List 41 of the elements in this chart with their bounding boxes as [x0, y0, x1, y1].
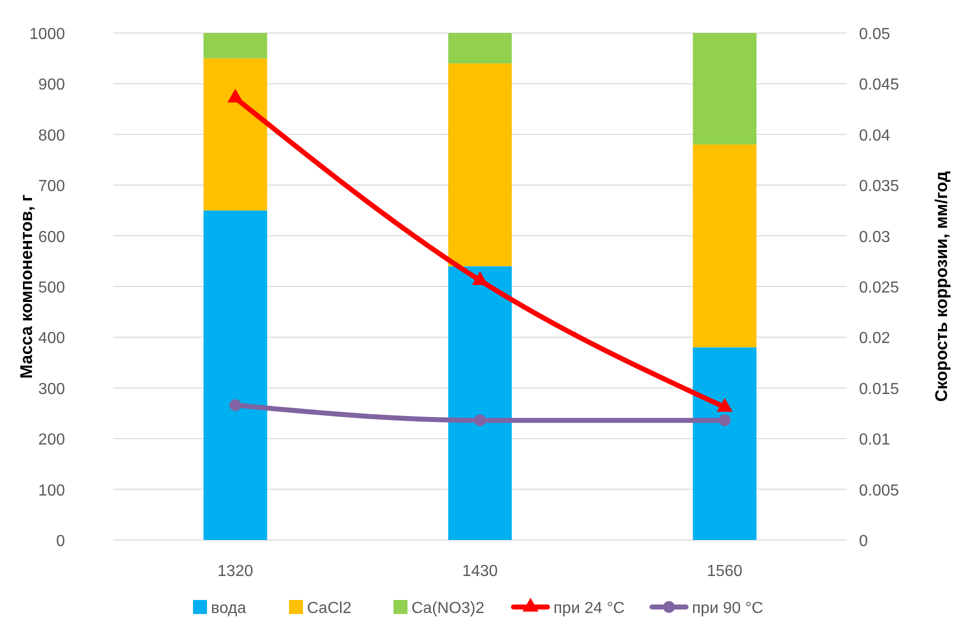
- bar: [448, 63, 512, 266]
- y2-tick-label: 0.025: [859, 280, 900, 296]
- y2-axis-title: Скорость коррозии, мм/год: [932, 171, 951, 402]
- y2-tick-label: 0.035: [859, 178, 900, 196]
- bar: [692, 347, 756, 540]
- y2-tick-label: 0.02: [859, 330, 890, 348]
- y2-tick-label: 0.03: [859, 228, 890, 246]
- legend-label: Ca(NO3)2: [412, 600, 485, 617]
- y2-tick-label: 0: [859, 533, 868, 550]
- y-tick-label: 700: [38, 178, 66, 196]
- bar: [204, 58, 268, 210]
- bar: [448, 33, 512, 64]
- y2-tick-label: 0.045: [859, 76, 900, 94]
- y2-tick-label: 0.04: [859, 127, 890, 144]
- y2-tick-label: 0.05: [859, 26, 890, 43]
- y-tick-label: 400: [38, 330, 66, 348]
- y-tick-label: 900: [38, 76, 66, 94]
- bar: [204, 210, 268, 540]
- y-tick-label: 1000: [29, 26, 66, 43]
- y2-tick-label: 0.005: [859, 482, 900, 500]
- y-tick-label: 100: [38, 482, 66, 500]
- y-tick-label: 600: [38, 228, 66, 246]
- y2-tick-label: 0.01: [859, 432, 890, 449]
- bar: [692, 144, 756, 348]
- x-tick-label: 1560: [706, 563, 743, 580]
- y2-tick-label: 0.015: [859, 380, 900, 398]
- bar: [692, 33, 756, 145]
- x-tick-label: 1320: [218, 563, 254, 580]
- y-tick-label: 500: [38, 280, 66, 296]
- x-tick-label: 1430: [462, 563, 498, 580]
- legend-label: вода: [211, 600, 246, 617]
- legend-label: при 24 °С: [554, 600, 625, 617]
- y-tick-label: 800: [38, 127, 66, 144]
- y-tick-label: 300: [38, 380, 66, 398]
- bar: [204, 33, 268, 58]
- legend-label: при 90 °С: [692, 600, 764, 617]
- bar: [448, 266, 512, 540]
- y-axis-title: Масса компонентов, г: [17, 194, 36, 379]
- legend-label: CaCl2: [307, 600, 352, 617]
- y-tick-label: 200: [38, 432, 66, 449]
- y-tick-label: 0: [56, 533, 66, 550]
